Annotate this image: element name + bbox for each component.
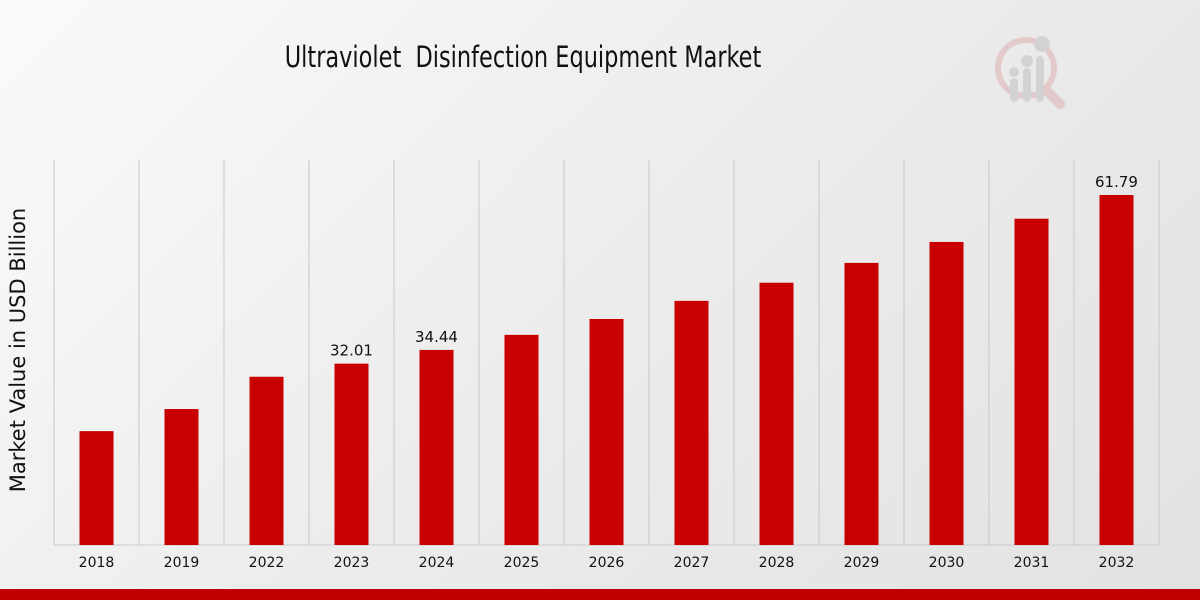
bar-2018	[79, 431, 114, 545]
data-label: 32.01	[330, 342, 373, 360]
x-tick-label: 2024	[419, 555, 455, 571]
x-tick-label: 2022	[249, 555, 285, 571]
chart-title: Ultraviolet Disinfection Equipment Marke…	[284, 40, 762, 74]
bar-2025	[504, 334, 539, 545]
data-label: 34.44	[415, 328, 458, 346]
x-tick-label: 2026	[589, 555, 625, 571]
x-tick-label: 2031	[1014, 555, 1050, 571]
x-tick-label: 2029	[844, 555, 880, 571]
logo-icon	[995, 36, 1065, 109]
bar-2031	[1014, 218, 1049, 545]
bar-2026	[589, 318, 624, 545]
x-tick-label: 2018	[79, 555, 115, 571]
footer-accent-bar	[0, 589, 1200, 600]
bar-2023	[334, 363, 369, 545]
x-tick-label: 2023	[334, 555, 370, 571]
bar-2029	[844, 262, 879, 545]
x-tick-label: 2032	[1099, 555, 1135, 571]
data-label: 61.79	[1095, 173, 1138, 191]
x-tick-label: 2030	[929, 555, 965, 571]
bar-2027	[674, 300, 709, 545]
bar-2024	[419, 349, 454, 545]
bar-2019	[164, 409, 199, 545]
bar-2028	[759, 282, 794, 545]
x-tick-label: 2027	[674, 555, 710, 571]
bar-2022	[249, 376, 284, 545]
x-tick-label: 2028	[759, 555, 795, 571]
bar-2030	[929, 241, 964, 545]
bar-2032	[1099, 195, 1134, 545]
x-tick-label: 2019	[164, 555, 200, 571]
x-tick-label: 2025	[504, 555, 540, 571]
